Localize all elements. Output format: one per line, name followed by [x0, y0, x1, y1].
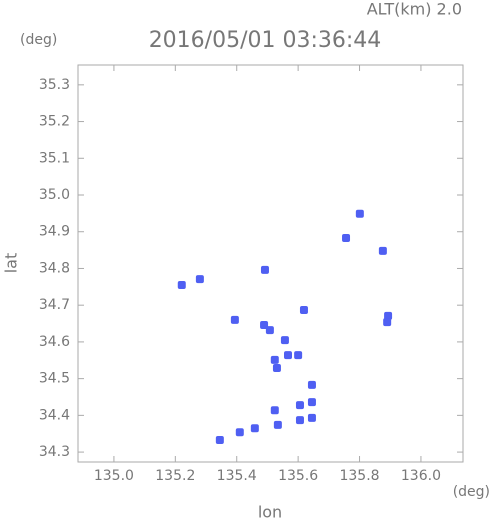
x-tick-label: 135.0: [94, 468, 134, 484]
plot-frame: [77, 64, 464, 463]
echo-cell: [307, 398, 316, 407]
y-tick-label: 34.4: [39, 407, 70, 423]
y-tick-label: 35.2: [39, 114, 70, 130]
y-tick-label: 34.9: [39, 224, 70, 240]
x-tick-label: 135.2: [155, 468, 195, 484]
echo-cell: [250, 424, 259, 433]
echo-cell: [383, 318, 392, 327]
y-tick-label: 34.8: [39, 260, 70, 276]
echo-cell: [378, 246, 387, 255]
y-tick-label: 34.3: [39, 444, 70, 460]
x-unit: (deg): [453, 484, 490, 500]
echo-cell: [230, 315, 239, 324]
y-tick-label: 35.1: [39, 150, 70, 166]
y-axis-label: lat: [2, 253, 21, 274]
echo-cell: [299, 305, 308, 314]
chart-title: 2016/05/01 03:36:44: [149, 28, 382, 53]
y-tick-label: 34.6: [39, 334, 70, 350]
echo-cell: [215, 435, 224, 444]
y-unit: (deg): [20, 32, 57, 48]
echo-cell: [272, 363, 281, 372]
altitude-label: ALT(km) 2.0: [367, 0, 462, 19]
echo-cell: [284, 351, 292, 360]
y-tick-label: 35.3: [39, 77, 70, 93]
echo-cell: [177, 280, 186, 289]
x-axis-label: lon: [258, 503, 282, 521]
y-tick-label: 34.7: [39, 297, 70, 313]
echo-cell: [307, 380, 316, 389]
x-tick-label: 136.0: [401, 468, 441, 484]
echo-cell: [260, 265, 269, 274]
echo-cell: [265, 326, 274, 335]
echo-cell: [355, 209, 364, 218]
echo-cell: [342, 233, 351, 242]
echo-cell: [384, 311, 393, 320]
y-tick-label: 34.5: [39, 371, 70, 387]
y-tick-label: 35.0: [39, 187, 70, 203]
echo-cell: [307, 413, 316, 422]
x-tick-label: 135.8: [339, 468, 379, 484]
echo-cell: [260, 321, 269, 330]
echo-cell: [270, 355, 279, 364]
echo-cell: [280, 336, 289, 345]
echo-cell: [273, 420, 282, 429]
echo-cell: [295, 401, 304, 410]
echo-cell: [294, 351, 303, 360]
x-tick-label: 135.4: [217, 468, 257, 484]
echo-cell: [195, 275, 204, 284]
x-tick-label: 135.6: [278, 468, 318, 484]
echo-cell: [295, 416, 304, 425]
echo-cell: [235, 428, 244, 437]
echo-cell: [270, 406, 279, 415]
